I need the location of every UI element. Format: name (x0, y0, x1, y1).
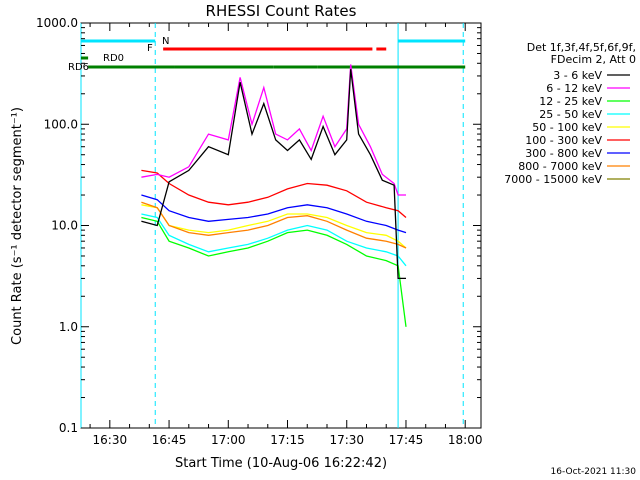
legend-entry-label: 300 - 800 keV (525, 147, 602, 160)
series-line (141, 216, 407, 327)
legend-header-line-2: FDecim 2, Att 0 (551, 53, 636, 66)
y-tick-label: 1.0 (59, 320, 78, 334)
y-tick-label: 1000.0 (36, 16, 78, 30)
legend-entry-label: 6 - 12 keV (546, 82, 602, 95)
x-tick-label: 17:30 (329, 433, 364, 447)
time-markers (80, 23, 464, 428)
legend-entry-label: 100 - 300 keV (525, 134, 602, 147)
plot-frame (80, 22, 482, 429)
legend: Det 1f,3f,4f,5f,6f,9f, FDecim 2, Att 0 3… (504, 41, 636, 186)
y-axis-label: Count Rate (s⁻¹ detector segment⁻¹) (10, 107, 25, 345)
legend-entry-label: 3 - 6 keV (553, 69, 602, 82)
x-tick-label: 16:45 (152, 433, 187, 447)
series-line (141, 69, 406, 280)
legend-header-line-1: Det 1f,3f,4f,5f,6f,9f, (527, 41, 636, 54)
series-line (141, 201, 407, 249)
x-axis: 16:30 16:45 17:00 17:15 17:30 17:45 18:00 (89, 23, 483, 447)
series-line (141, 204, 407, 249)
series-line (141, 194, 407, 234)
series-line (141, 64, 406, 196)
legend-entry-label: 25 - 50 keV (539, 108, 602, 121)
chart-title: RHESSI Count Rates (206, 2, 357, 20)
y-tick-label: 0.1 (59, 421, 78, 435)
series-line (141, 213, 407, 267)
x-tick-label: 18:00 (448, 433, 483, 447)
legend-entry-label: 7000 - 15000 keV (504, 173, 602, 186)
x-axis-label: Start Time (10-Aug-06 16:22:42) (175, 456, 387, 471)
status-bar-label: F (147, 43, 153, 54)
legend-entry-label: 12 - 25 keV (539, 95, 602, 108)
legend-entry-label: 800 - 7000 keV (518, 160, 602, 173)
status-bar-label: RD0 (103, 53, 124, 64)
status-bars: NF RD0 RD6 (68, 36, 466, 73)
status-bar-label: RD6 (68, 62, 89, 73)
x-tick-label: 17:45 (389, 433, 424, 447)
y-tick-label: 100.0 (44, 117, 78, 131)
legend-entry-label: 50 - 100 keV (532, 121, 602, 134)
series-lines (141, 64, 407, 327)
x-tick-label: 17:00 (211, 433, 246, 447)
y-tick-label: 10.0 (51, 219, 78, 233)
x-tick-label: 17:15 (270, 433, 305, 447)
x-tick-label: 16:30 (93, 433, 128, 447)
y-axis: 0.1 1.0 10.0 100.0 1000.0 (36, 16, 481, 435)
footer-timestamp: 16-Oct-2021 11:30 (551, 467, 637, 477)
status-bar-label: N (162, 36, 169, 47)
series-line (141, 169, 407, 218)
